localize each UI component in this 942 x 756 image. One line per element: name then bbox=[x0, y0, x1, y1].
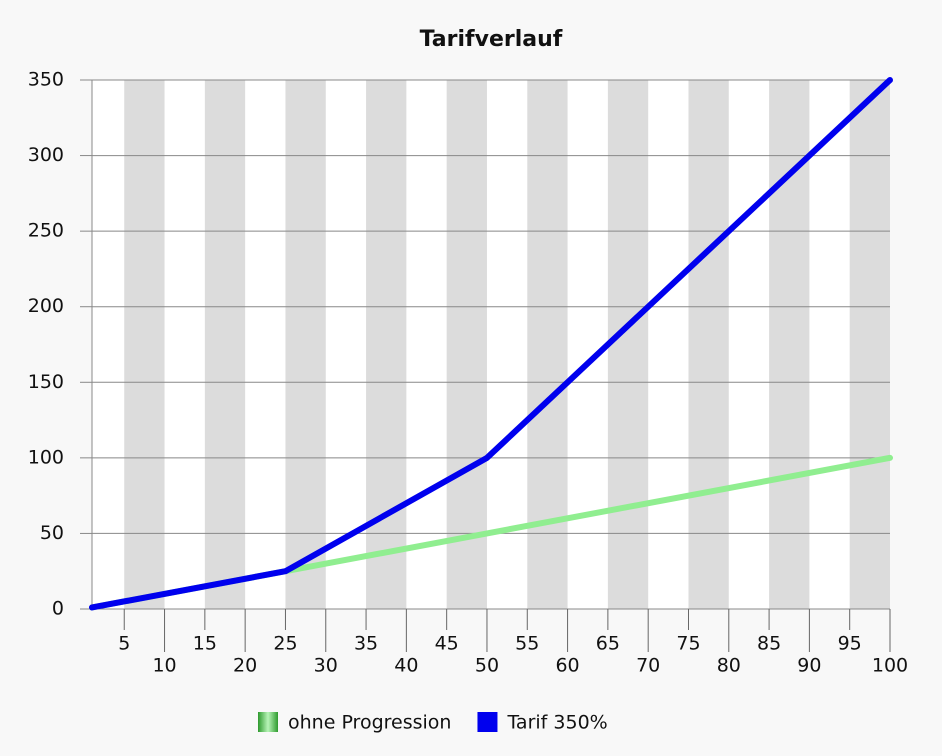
y-tick-label: 250 bbox=[28, 220, 64, 242]
chart-title: Tarifverlauf bbox=[420, 27, 563, 52]
y-tick-label: 350 bbox=[28, 69, 64, 91]
x-tick-label: 100 bbox=[872, 655, 908, 677]
y-tick-label: 0 bbox=[52, 598, 64, 620]
x-tick-label: 50 bbox=[475, 655, 499, 677]
x-tick-label: 60 bbox=[555, 655, 579, 677]
x-tick-label: 20 bbox=[233, 655, 257, 677]
band bbox=[688, 80, 729, 609]
x-tick-label: 75 bbox=[676, 633, 700, 655]
x-tick-label: 65 bbox=[596, 633, 620, 655]
x-tick-label: 25 bbox=[273, 633, 297, 655]
y-tick-label: 100 bbox=[28, 446, 64, 468]
y-tick-label: 200 bbox=[28, 295, 64, 317]
band bbox=[849, 80, 890, 609]
x-tick-label: 30 bbox=[314, 655, 338, 677]
x-tick-label: 85 bbox=[757, 633, 781, 655]
x-tick-label: 90 bbox=[797, 655, 821, 677]
band bbox=[446, 80, 487, 609]
x-tick-label: 10 bbox=[152, 655, 176, 677]
y-tick-label: 300 bbox=[28, 144, 64, 166]
band bbox=[285, 80, 326, 609]
legend-label: Tarif 350% bbox=[506, 712, 607, 734]
x-tick-label: 35 bbox=[354, 633, 378, 655]
legend-label: ohne Progression bbox=[288, 712, 451, 734]
band bbox=[607, 80, 649, 609]
legend-swatch bbox=[477, 712, 498, 732]
band bbox=[769, 80, 810, 609]
x-tick-label: 80 bbox=[717, 655, 741, 677]
band bbox=[124, 80, 165, 609]
y-tick-label: 150 bbox=[28, 371, 64, 393]
x-tick-label: 40 bbox=[394, 655, 418, 677]
x-tick-label: 55 bbox=[515, 633, 539, 655]
y-tick-label: 50 bbox=[40, 522, 64, 544]
x-tick-label: 70 bbox=[636, 655, 660, 677]
series-line bbox=[89, 77, 893, 611]
x-tick-label: 5 bbox=[118, 633, 130, 655]
x-tick-label: 95 bbox=[838, 633, 862, 655]
x-tick-label: 45 bbox=[435, 633, 459, 655]
legend-swatch bbox=[258, 712, 278, 732]
band bbox=[366, 80, 407, 609]
band bbox=[527, 80, 568, 609]
x-tick-label: 15 bbox=[193, 633, 217, 655]
band bbox=[204, 80, 246, 609]
